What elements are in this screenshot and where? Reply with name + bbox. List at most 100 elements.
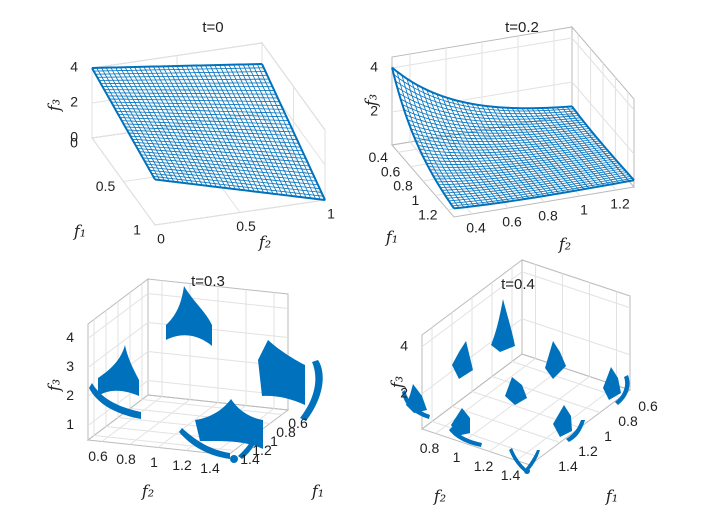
patch bbox=[524, 468, 530, 474]
patch bbox=[545, 341, 566, 379]
grid-line bbox=[431, 421, 541, 458]
surface bbox=[391, 66, 635, 210]
y-tick-label: 0.6 bbox=[88, 448, 108, 464]
grid-line bbox=[435, 358, 536, 434]
patch bbox=[402, 390, 430, 419]
y-tick-label: 0.8 bbox=[538, 208, 558, 224]
patch bbox=[603, 367, 621, 400]
x-tick-label: 0.8 bbox=[276, 424, 296, 440]
z-tick-label: 4 bbox=[370, 59, 378, 75]
grid-line bbox=[521, 271, 631, 309]
mesh-line bbox=[238, 64, 302, 198]
subplot-title: t=0.2 bbox=[505, 19, 539, 36]
y-tick-label: 1.4 bbox=[200, 460, 220, 476]
mesh-line bbox=[452, 177, 633, 207]
x-tick-label: 0.6 bbox=[381, 163, 401, 179]
x-tick-label: 0.6 bbox=[638, 398, 658, 414]
mesh-line bbox=[541, 107, 605, 186]
mesh-line bbox=[151, 172, 322, 193]
mesh-line bbox=[154, 178, 326, 201]
x-tick-label: 1 bbox=[133, 222, 141, 238]
x-tick-label: 1.4 bbox=[240, 451, 260, 467]
patch bbox=[566, 420, 585, 442]
z-axis-label: f₃ bbox=[45, 379, 64, 392]
mesh-line bbox=[445, 170, 626, 197]
patch bbox=[505, 377, 527, 405]
subplot-title: t=0 bbox=[202, 19, 223, 36]
y-tick-label: 0 bbox=[157, 231, 165, 247]
x-tick-label: 1.2 bbox=[252, 442, 272, 458]
y-tick-label: 0.6 bbox=[502, 214, 522, 230]
mesh-line bbox=[261, 63, 326, 201]
x-tick-label: 1.2 bbox=[418, 207, 438, 223]
subplot-title: t=0.4 bbox=[501, 276, 535, 293]
y-tick-label: 1.2 bbox=[610, 196, 630, 212]
x-axis-label: f₁ bbox=[605, 487, 618, 506]
mesh-line bbox=[453, 179, 635, 210]
z-tick-label: 1 bbox=[66, 416, 74, 432]
grid-line bbox=[157, 402, 219, 448]
patch bbox=[195, 399, 263, 449]
mesh-line bbox=[571, 105, 635, 181]
z-tick-label: 4 bbox=[66, 329, 74, 345]
mesh-line bbox=[149, 169, 320, 190]
y-tick-label: 1 bbox=[580, 202, 588, 218]
mesh-line bbox=[137, 148, 308, 163]
mesh-line bbox=[146, 163, 317, 182]
y-tick-label: 0.8 bbox=[420, 440, 440, 456]
patch bbox=[300, 360, 323, 421]
x-tick-label: 0.4 bbox=[368, 149, 388, 165]
mesh-line bbox=[242, 64, 307, 198]
y-tick-label: 1 bbox=[453, 449, 461, 465]
x-tick-label: 1.2 bbox=[578, 443, 598, 459]
mesh-line bbox=[448, 174, 629, 202]
y-tick-label: 1.2 bbox=[474, 458, 494, 474]
z-tick-label: 4 bbox=[400, 337, 408, 353]
x-axis-label: f₁ bbox=[385, 228, 398, 247]
box-wall bbox=[87, 278, 149, 441]
y-tick-label: 1 bbox=[150, 454, 158, 470]
subplot-title: t=0.3 bbox=[191, 273, 225, 290]
mesh-line bbox=[256, 63, 321, 200]
grid-line bbox=[553, 117, 617, 191]
y-tick-label: 1.2 bbox=[172, 457, 192, 473]
x-tick-label: 0.5 bbox=[96, 178, 116, 194]
mesh-line bbox=[139, 151, 310, 167]
mesh-line bbox=[551, 107, 615, 185]
mesh-line bbox=[233, 64, 298, 197]
grid-line bbox=[451, 406, 561, 443]
mesh-line bbox=[252, 64, 316, 200]
patch bbox=[509, 448, 528, 473]
mesh-line bbox=[153, 176, 324, 197]
z-tick-label: 0 bbox=[70, 129, 78, 145]
mesh-line bbox=[447, 172, 628, 199]
grid-line bbox=[101, 396, 163, 442]
patches bbox=[89, 286, 323, 463]
mesh-line bbox=[561, 106, 625, 183]
z-tick-label: 2 bbox=[70, 94, 78, 110]
x-tick-label: 0.8 bbox=[618, 413, 638, 429]
mesh-line bbox=[147, 166, 319, 186]
x-tick-label: 1 bbox=[412, 192, 420, 208]
mesh-line bbox=[247, 64, 312, 199]
z-axis-label: f₃ bbox=[45, 99, 64, 112]
patch bbox=[230, 455, 238, 463]
mesh-line bbox=[546, 107, 610, 186]
z-tick-label: 4 bbox=[70, 59, 78, 75]
x-tick-label: 1.4 bbox=[558, 458, 578, 474]
y-tick-label: 1 bbox=[327, 206, 335, 222]
y-axis-label: f₂ bbox=[141, 482, 154, 501]
mesh-line bbox=[450, 175, 631, 204]
patch bbox=[452, 341, 473, 379]
x-axis-label: f₁ bbox=[73, 222, 86, 241]
grid-line bbox=[521, 318, 631, 356]
patch bbox=[166, 286, 212, 346]
patches bbox=[402, 299, 630, 474]
patch bbox=[238, 425, 263, 459]
patch bbox=[491, 299, 515, 352]
box-wall bbox=[421, 259, 523, 430]
y-axis-label: f₂ bbox=[433, 487, 446, 506]
patch bbox=[553, 405, 572, 437]
